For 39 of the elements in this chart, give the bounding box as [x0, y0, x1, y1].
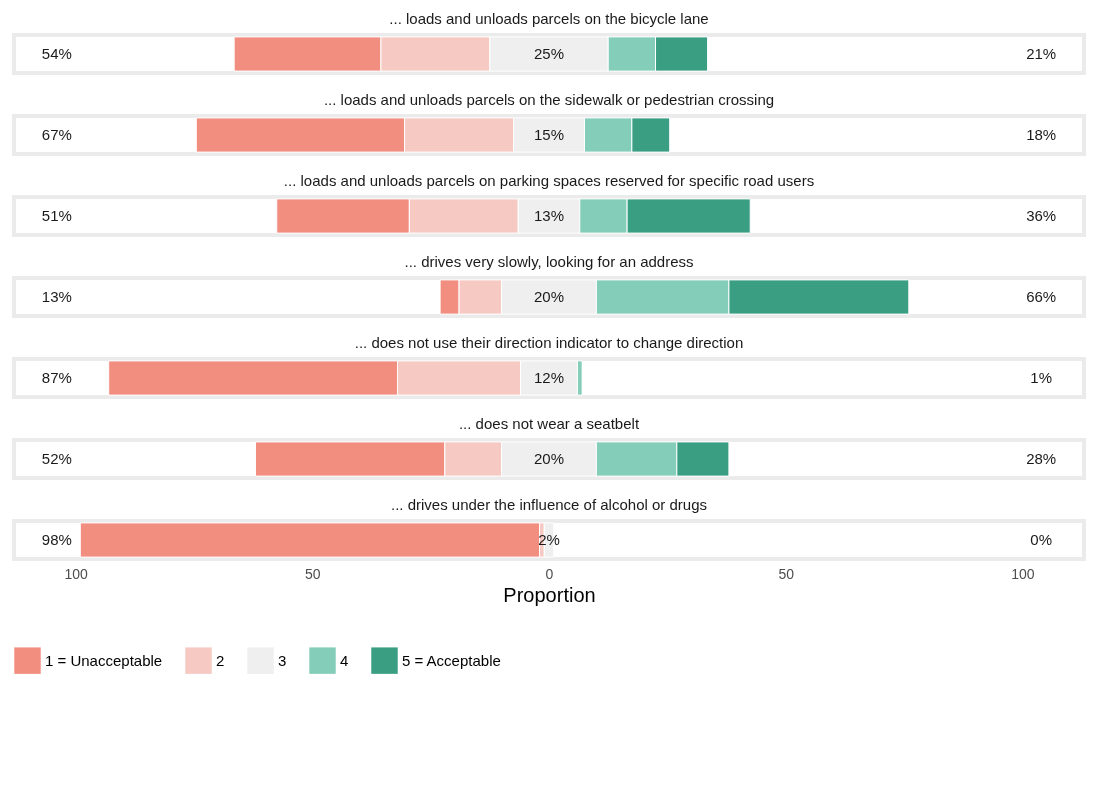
annotation: 54%	[41, 45, 72, 62]
annotation: 51%	[41, 207, 72, 224]
annotation: 2%	[538, 531, 560, 548]
annotation: 20%	[533, 450, 565, 467]
y-tick-label: ... loads and unloads parcels on the sidewalk or pedestrian crossing	[323, 91, 775, 108]
annotation: 13%	[533, 207, 565, 224]
annotation: 12%	[533, 369, 565, 386]
legend-label: 4	[340, 651, 349, 669]
annotation: 13%	[41, 288, 72, 305]
annotation: 36%	[1026, 207, 1057, 224]
y-tick-label: ... does not use their direction indicator to change direction	[354, 334, 744, 351]
y-tick-label: ... does not wear a seatbelt	[458, 415, 640, 432]
legend-label: 3	[278, 651, 287, 669]
y-tick-label: ... drives under the influence of alcohol or drugs	[390, 496, 708, 513]
x-tick-label: 100	[1011, 565, 1035, 582]
annotation: 87%	[41, 369, 72, 386]
annotation: 15%	[533, 126, 565, 143]
annotation: 21%	[1026, 45, 1057, 62]
x-tick-label: 100	[64, 565, 88, 582]
legend-label: 5 = Acceptable	[402, 651, 501, 669]
legend-label: 1 = Unacceptable	[45, 651, 163, 669]
annotation: 0%	[1030, 531, 1053, 548]
annotation: 28%	[1026, 450, 1057, 467]
annotation: 52%	[41, 450, 72, 467]
annotation: 98%	[41, 531, 72, 548]
annotation: 25%	[533, 45, 565, 62]
y-tick-label: ... loads and unloads parcels on parking spaces reserved for specific road users	[283, 172, 815, 189]
y-tick-label: ... drives very slowly, looking for an address	[404, 253, 694, 270]
legend-label: 2	[216, 651, 225, 669]
annotation: 67%	[41, 126, 72, 143]
annotation: 20%	[533, 288, 565, 305]
annotation: 1%	[1030, 369, 1053, 386]
annotation: 66%	[1026, 288, 1057, 305]
x-tick-label: 50	[778, 565, 795, 582]
annotation: 18%	[1026, 126, 1057, 143]
x-tick-label: 50	[304, 565, 321, 582]
y-tick-label: ... loads and unloads parcels on the bicycle lane	[389, 10, 709, 27]
x-axis-title: Proportion	[503, 583, 596, 606]
x-tick-label: 0	[545, 565, 554, 582]
